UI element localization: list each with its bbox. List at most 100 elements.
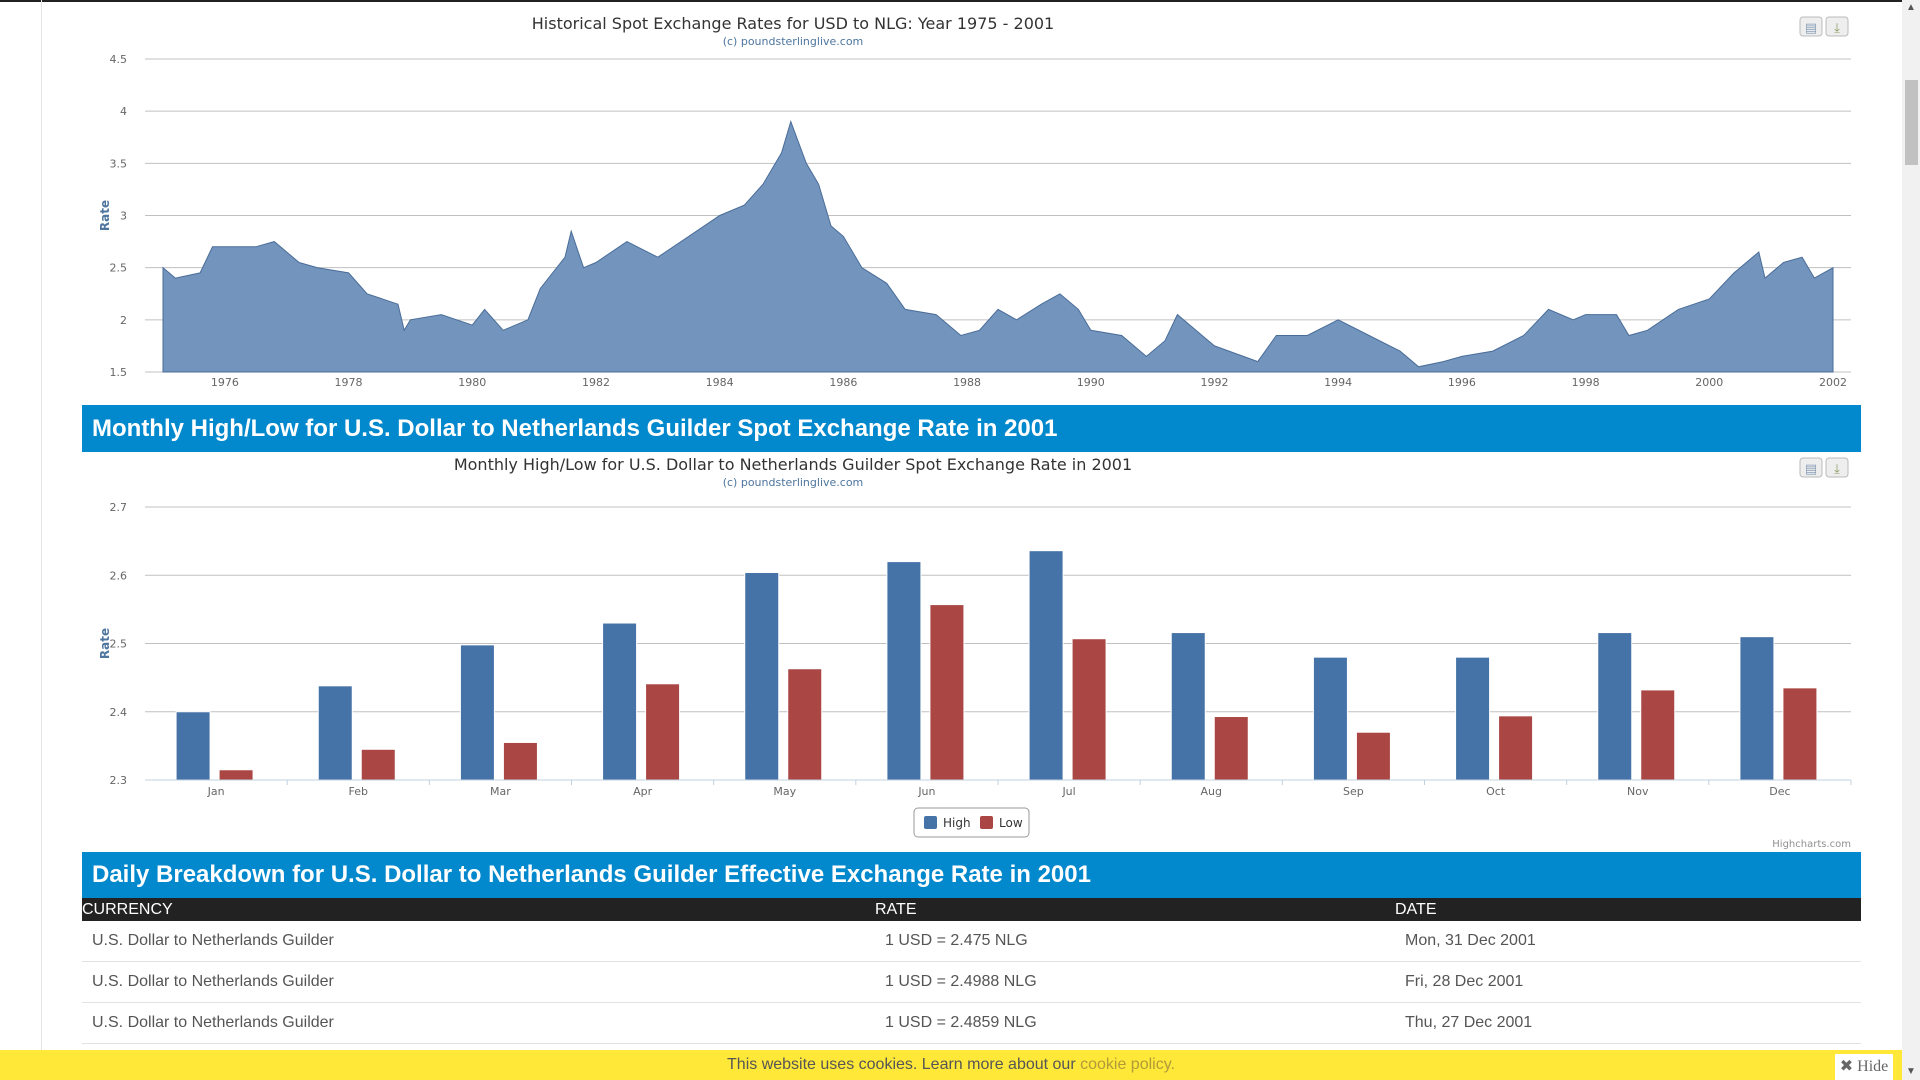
bar-high (1312, 656, 1348, 781)
x-tick-label: 1998 (1572, 376, 1600, 389)
legend-item-high[interactable]: High (943, 816, 971, 830)
chart-title: Monthly High/Low for U.S. Dollar to Neth… (454, 455, 1132, 474)
chart-subtitle: (c) poundsterlinglive.com (723, 35, 864, 48)
chart-subtitle: (c) poundsterlinglive.com (723, 476, 864, 489)
legend-box (913, 807, 1030, 838)
x-tick-label: May (773, 785, 796, 798)
daily-heading: Daily Breakdown for U.S. Dollar to Nethe… (82, 852, 1861, 898)
table-row: U.S. Dollar to Netherlands Guilder 1 USD… (82, 962, 1861, 1003)
cell-rate: 1 USD = 2.4988 NLG (885, 973, 1037, 990)
table-row: U.S. Dollar to Netherlands Guilder 1 USD… (82, 1003, 1861, 1044)
scrollbar[interactable]: ▲ ▼ (1902, 0, 1920, 1080)
y-tick-label: 4.5 (110, 53, 128, 66)
scroll-down-icon[interactable]: ▼ (1906, 1066, 1916, 1077)
print-icon: ▤ (1805, 462, 1817, 477)
download-button[interactable]: ⤓ (1825, 457, 1849, 478)
cookie-policy-link[interactable]: cookie policy. (1080, 1056, 1175, 1073)
x-tick-label: Oct (1486, 785, 1506, 798)
bar-high (602, 622, 638, 781)
header-currency: CURRENCY (82, 901, 173, 918)
bar-low (1782, 687, 1818, 781)
table-row: U.S. Dollar to Netherlands Guilder 1 USD… (82, 921, 1861, 962)
y-tick-label: 2.5 (110, 638, 128, 651)
hide-label: Hide (1857, 1058, 1889, 1075)
bar-high (317, 685, 353, 781)
x-tick-label: 1976 (211, 376, 239, 389)
hide-cookie-button[interactable]: ✖ Hide (1835, 1054, 1893, 1080)
bar-low (1498, 715, 1534, 781)
legend-item-low[interactable]: Low (999, 816, 1023, 830)
bar-high (886, 561, 922, 781)
print-button[interactable]: ▤ (1799, 457, 1823, 478)
cell-date: Fri, 28 Dec 2001 (1405, 973, 1524, 990)
header-date: DATE (1395, 901, 1437, 918)
bar-high (1028, 550, 1064, 781)
x-tick-label: 1978 (335, 376, 363, 389)
y-axis-title: Rate (98, 200, 112, 231)
bar-high (175, 711, 211, 781)
x-tick-label: Sep (1343, 785, 1364, 798)
x-tick-label: 1996 (1448, 376, 1476, 389)
y-tick-label: 4 (120, 105, 127, 118)
bar-high (1739, 636, 1775, 781)
cell-currency: U.S. Dollar to Netherlands Guilder (92, 1014, 334, 1031)
x-tick-label: 1984 (706, 376, 734, 389)
monthly-bar-chart: Monthly High/Low for U.S. Dollar to Neth… (98, 455, 1852, 850)
historical-area-chart: Historical Spot Exchange Rates for USD t… (98, 14, 1851, 389)
y-tick-label: 2.5 (110, 262, 128, 275)
cell-date: Thu, 27 Dec 2001 (1405, 1014, 1533, 1031)
x-tick-label: Nov (1627, 785, 1649, 798)
y-tick-label: 2.7 (110, 501, 128, 514)
bar-high (1597, 632, 1633, 781)
bar-high (1170, 632, 1206, 781)
y-tick-label: 2 (120, 314, 127, 327)
bar-high (1455, 656, 1491, 781)
cell-date: Mon, 31 Dec 2001 (1405, 932, 1536, 949)
y-axis-title: Rate (98, 628, 112, 659)
bar-low (360, 748, 396, 781)
bar-low (787, 668, 823, 781)
print-icon: ▤ (1805, 21, 1817, 36)
x-tick-label: Dec (1769, 785, 1790, 798)
bar-high (459, 644, 495, 781)
monthly-heading: Monthly High/Low for U.S. Dollar to Neth… (82, 405, 1861, 452)
x-tick-label: Jun (917, 785, 935, 798)
x-tick-label: 1986 (829, 376, 857, 389)
header-rate: RATE (875, 901, 917, 918)
scrollbar-thumb[interactable] (1905, 80, 1918, 165)
x-tick-label: 1990 (1077, 376, 1105, 389)
x-tick-label: 1988 (953, 376, 981, 389)
x-tick-label: Aug (1201, 785, 1222, 798)
legend-swatch-high (924, 816, 937, 829)
cell-rate: 1 USD = 2.4859 NLG (885, 1014, 1037, 1031)
area-series (162, 120, 1834, 373)
cell-currency: U.S. Dollar to Netherlands Guilder (92, 932, 334, 949)
scroll-up-icon[interactable]: ▲ (1906, 2, 1916, 13)
legend-swatch-low (980, 816, 993, 829)
cell-rate: 1 USD = 2.475 NLG (885, 932, 1028, 949)
x-tick-label: 1982 (582, 376, 610, 389)
bar-low (1213, 716, 1249, 781)
x-tick-label: 1992 (1200, 376, 1228, 389)
bar-low (1640, 689, 1676, 781)
download-button[interactable]: ⤓ (1825, 16, 1849, 37)
top-border (0, 0, 1902, 2)
cookie-banner: This website uses cookies. Learn more ab… (0, 1050, 1902, 1080)
print-button[interactable]: ▤ (1799, 16, 1823, 37)
page-border (41, 0, 42, 1050)
x-tick-label: 2002 (1819, 376, 1847, 389)
y-tick-label: 2.4 (110, 706, 128, 719)
download-icon: ⤓ (1834, 462, 1840, 477)
x-tick-label: 2000 (1695, 376, 1723, 389)
y-tick-label: 3 (120, 210, 127, 223)
bar-high (744, 572, 780, 781)
x-tick-label: 1994 (1324, 376, 1352, 389)
cookie-text: This website uses cookies. Learn more ab… (727, 1056, 1081, 1073)
table-header: CURRENCY RATE DATE (82, 898, 1861, 921)
y-tick-label: 2.6 (110, 569, 128, 582)
x-tick-label: Feb (349, 785, 368, 798)
credits-link[interactable]: Highcharts.com (1772, 839, 1851, 850)
y-tick-label: 2.3 (110, 774, 128, 787)
x-tick-label: Mar (490, 785, 511, 798)
close-icon: ✖ (1839, 1058, 1854, 1075)
